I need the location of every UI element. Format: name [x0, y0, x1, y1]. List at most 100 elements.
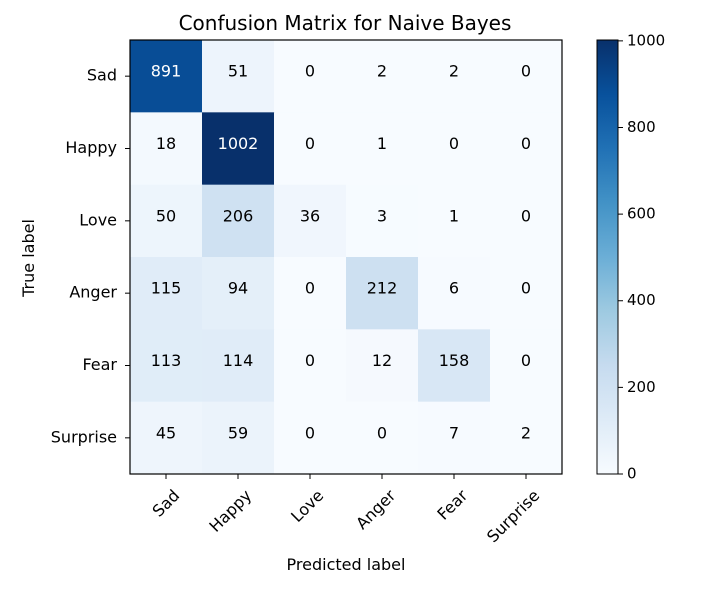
cell-value: 114: [223, 351, 254, 370]
cell-value: 7: [449, 423, 459, 442]
cell-value: 158: [439, 351, 470, 370]
x-tick-label: Fear: [433, 486, 471, 524]
x-axis-ticks: Sad Happy Love Anger Fear Surprise: [149, 474, 543, 546]
cell-value: 45: [156, 423, 176, 442]
heatmap-cell: [274, 112, 347, 186]
cell-value: 36: [300, 206, 320, 225]
heatmap-cell: [346, 257, 419, 330]
heatmap-cell: [274, 40, 347, 113]
heatmap-cell: [130, 184, 203, 258]
cell-value: 18: [156, 134, 176, 153]
cell-value: 0: [521, 206, 531, 225]
cell-value: 0: [305, 279, 315, 298]
y-axis-label: True label: [19, 219, 38, 298]
heatmap-cell: [130, 40, 203, 113]
colorbar-tick-label: 0: [627, 465, 637, 483]
cell-value: 59: [228, 423, 248, 442]
heatmap-cell: [490, 401, 563, 475]
colorbar-tick-label: 800: [627, 118, 656, 136]
x-tick-label: Happy: [205, 486, 255, 536]
heatmap-cell: [202, 112, 275, 186]
x-tick-label: Love: [287, 486, 327, 526]
y-tick-label: Surprise: [51, 427, 117, 446]
colorbar-tick-label: 400: [627, 291, 656, 309]
heatmap-cell: [130, 401, 203, 475]
heatmap-cell: [346, 329, 419, 403]
y-tick-label: Love: [79, 210, 117, 229]
heatmap-cell: [202, 257, 275, 330]
cell-value: 1002: [218, 134, 259, 153]
heatmap-cell: [274, 329, 347, 403]
x-axis-label: Predicted label: [287, 555, 406, 574]
cell-value: 206: [223, 206, 254, 225]
cell-value: 0: [449, 134, 459, 153]
cell-value: 51: [228, 62, 248, 81]
heatmap-cell: [490, 329, 563, 403]
cell-value: 0: [521, 279, 531, 298]
heatmap-cell: [130, 112, 203, 186]
cell-value: 0: [305, 62, 315, 81]
y-tick-label: Happy: [65, 138, 117, 157]
cell-value: 2: [521, 423, 531, 442]
heatmap-cell: [418, 329, 491, 403]
cell-value: 0: [377, 423, 387, 442]
heatmap-cell: [274, 184, 347, 258]
heatmap-cell: [490, 40, 563, 113]
cell-value: 0: [305, 134, 315, 153]
heatmap-cell: [418, 112, 491, 186]
y-tick-label: Fear: [82, 355, 117, 374]
cell-value: 212: [367, 279, 398, 298]
plot-frame: [129, 39, 563, 475]
cell-value: 12: [372, 351, 392, 370]
cell-value: 50: [156, 206, 176, 225]
heatmap-cell: [130, 257, 203, 330]
x-tick-label: Surprise: [483, 486, 543, 546]
heatmap-cell: [490, 112, 563, 186]
cell-value: 0: [305, 351, 315, 370]
cell-value: 0: [521, 351, 531, 370]
x-tick-label: Anger: [352, 486, 399, 533]
colorbar-gradient: [596, 39, 619, 475]
heatmap-cell: [202, 40, 275, 113]
colorbar: 0 200 400 600 800 1000: [596, 31, 665, 483]
cell-value: 2: [449, 62, 459, 81]
heatmap-cell: [418, 184, 491, 258]
heatmap-cell: [490, 184, 563, 258]
cell-value: 0: [521, 134, 531, 153]
colorbar-ticks: 0 200 400 600 800 1000: [618, 31, 665, 483]
cell-value: 113: [151, 351, 182, 370]
colorbar-tick-label: 600: [627, 205, 656, 223]
heatmap-cell: [130, 329, 203, 403]
heatmap-cell: [346, 40, 419, 113]
cell-value: 3: [377, 206, 387, 225]
cell-value: 0: [305, 423, 315, 442]
heatmap-cell: [418, 401, 491, 475]
cell-value: 2: [377, 62, 387, 81]
heatmap-cell: [418, 40, 491, 113]
y-tick-label: Sad: [87, 66, 117, 85]
y-axis-ticks: Sad Happy Love Anger Fear Surprise: [51, 66, 130, 446]
heatmap-cell: [418, 257, 491, 330]
heatmap-cell: [346, 112, 419, 186]
heatmap-cell: [346, 184, 419, 258]
colorbar-tick-label: 1000: [627, 31, 665, 49]
heatmap-cell: [346, 401, 419, 475]
cell-value: 0: [521, 62, 531, 81]
heatmap-cell: [202, 184, 275, 258]
cell-value: 1: [449, 206, 459, 225]
heatmap-cell: [202, 401, 275, 475]
cell-value: 1: [377, 134, 387, 153]
cell-value: 6: [449, 279, 459, 298]
y-tick-label: Anger: [69, 283, 117, 302]
heatmap-cell: [202, 329, 275, 403]
cell-value: 94: [228, 279, 248, 298]
colorbar-tick-label: 200: [627, 378, 656, 396]
heatmap-cell: [490, 257, 563, 330]
cell-value: 115: [151, 279, 182, 298]
x-tick-label: Sad: [149, 486, 184, 521]
cell-value: 891: [151, 62, 182, 81]
heatmap-cell: [274, 257, 347, 330]
heatmap-cell: [274, 401, 347, 475]
